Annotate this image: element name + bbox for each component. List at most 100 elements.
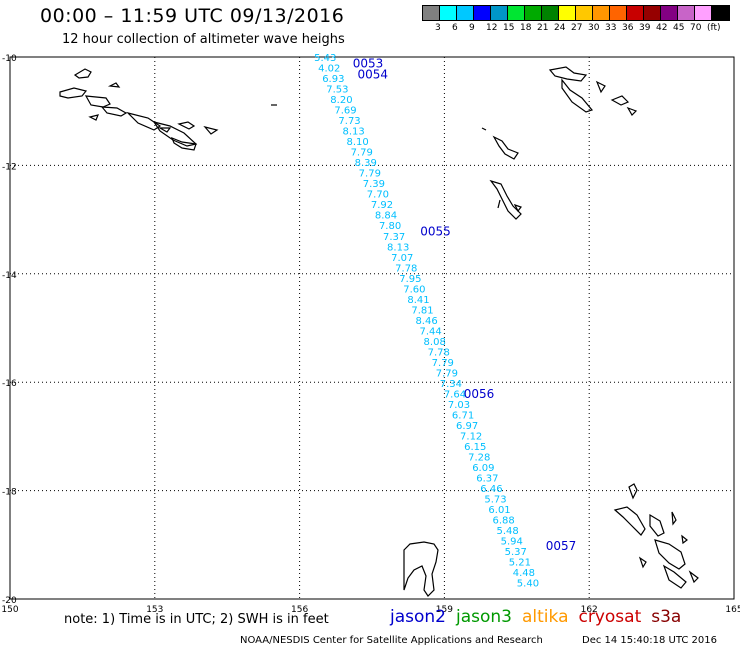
axis-labels: 150 153 156 159 162 165 -10 -12 -14 -16 -18 -20 — [1, 54, 740, 615]
legend-color-box — [610, 6, 627, 20]
swh-value: 5.94 — [501, 537, 523, 548]
swh-value: 6.71 — [452, 411, 474, 422]
swh-value: 5.40 — [517, 579, 539, 590]
lon-tick-label: 150 — [1, 605, 18, 615]
legend-color-box — [661, 6, 678, 20]
swh-value: 4.48 — [513, 568, 535, 579]
satellite-name: altika — [522, 607, 569, 627]
timestamp-text: Dec 14 15:40:18 UTC 2016 — [582, 635, 717, 646]
pass-time-label: 0054 — [358, 67, 389, 81]
swh-value: 7.78 — [428, 347, 450, 358]
swh-value: 6.93 — [322, 74, 344, 85]
swh-value: 8.41 — [407, 295, 429, 306]
swh-value: 7.69 — [334, 106, 356, 117]
legend-color-box — [712, 6, 729, 20]
legend-color-box — [457, 6, 474, 20]
swh-value: 5.48 — [497, 526, 519, 537]
swh-value: 6.46 — [480, 484, 502, 495]
pass-time-label: 0055 — [420, 224, 451, 238]
swh-value: 5.21 — [509, 558, 531, 569]
legend-tick-label: 36 — [622, 23, 634, 33]
lat-tick-label: -14 — [2, 271, 17, 281]
legend-tick-label: 15 — [503, 23, 515, 33]
legend-tick-labels: 3 6 9 12 15 18 21 24 27 30 33 36 39 42 45 70 (ft) — [422, 21, 728, 35]
legend-color-box — [593, 6, 610, 20]
lat-tick-label: -16 — [2, 379, 17, 389]
swh-value: 8.84 — [375, 211, 397, 222]
swh-value: 8.46 — [415, 316, 437, 327]
swh-value: 6.37 — [476, 474, 498, 485]
legend-color-boxes — [422, 5, 730, 21]
legend-color-box — [474, 6, 491, 20]
units-note: note: 1) Time is in UTC; 2) SWH is in fe… — [64, 612, 329, 627]
legend-color-box — [576, 6, 593, 20]
legend-tick-label: 18 — [520, 23, 532, 33]
legend-tick-label: 27 — [571, 23, 583, 33]
legend-color-box — [491, 6, 508, 20]
swh-value: 7.12 — [460, 432, 482, 443]
swh-value: 7.64 — [444, 389, 466, 400]
swh-value: 7.73 — [338, 116, 360, 127]
pass-time-label: 0057 — [546, 539, 577, 553]
credit-text: NOAA/NESDIS Center for Satellite Applica… — [240, 635, 543, 646]
legend-color-box — [627, 6, 644, 20]
legend-color-box — [678, 6, 695, 20]
swh-value: 5.43 — [314, 53, 336, 64]
swh-value: 6.15 — [464, 442, 486, 453]
swh-value: 7.79 — [432, 358, 454, 369]
satellite-name: cryosat — [578, 607, 642, 627]
legend-color-box — [559, 6, 576, 20]
lon-tick-label: 165 — [725, 605, 740, 615]
legend-color-box — [508, 6, 525, 20]
legend-color-box — [525, 6, 542, 20]
swh-value: 7.81 — [411, 305, 433, 316]
swh-value: 6.88 — [492, 516, 514, 527]
swh-value: 7.70 — [367, 190, 389, 201]
lon-tick-label: 153 — [146, 605, 163, 615]
swh-value: 7.44 — [419, 326, 441, 337]
legend-color-box — [423, 6, 440, 20]
swh-value: 7.79 — [436, 368, 458, 379]
altimeter-track: 5.434.026.937.538.207.697.738.138.107.79… — [314, 53, 539, 590]
map-subtitle: 12 hour collection of altimeter wave hei… — [62, 32, 345, 47]
coastline — [59, 66, 699, 597]
swh-value: 7.34 — [440, 379, 462, 390]
lat-tick-label: -20 — [2, 596, 17, 606]
pass-time-label: 0056 — [464, 387, 495, 401]
lat-tick-label: -12 — [2, 162, 17, 172]
legend-tick-label: 42 — [656, 23, 668, 33]
swh-value: 7.37 — [383, 232, 405, 243]
swh-value: 7.78 — [395, 263, 417, 274]
legend-color-box — [644, 6, 661, 20]
legend-tick-label: (ft) — [707, 23, 721, 33]
swh-value: 7.53 — [326, 85, 348, 96]
swh-value: 8.20 — [330, 95, 352, 106]
swh-value: 7.39 — [363, 179, 385, 190]
swh-value: 8.10 — [347, 137, 369, 148]
legend-color-box — [695, 6, 712, 20]
legend-color-box — [440, 6, 457, 20]
color-legend: 3 6 9 12 15 18 21 24 27 30 33 36 39 42 45 70 (ft) — [422, 5, 730, 35]
satellite-legend: jason2 jason3 altika cryosat s3a — [390, 607, 691, 627]
swh-value: 7.03 — [448, 400, 470, 411]
swh-value: 7.95 — [399, 274, 421, 285]
legend-tick-label: 45 — [673, 23, 685, 33]
swh-value: 7.60 — [403, 284, 425, 295]
swh-value: 7.92 — [371, 200, 393, 211]
swh-value: 8.13 — [387, 242, 409, 253]
swh-value: 7.79 — [351, 148, 373, 159]
legend-tick-label: 33 — [605, 23, 617, 33]
swh-value: 7.79 — [359, 169, 381, 180]
legend-tick-label: 9 — [469, 23, 475, 33]
swh-value: 5.37 — [505, 547, 527, 558]
swh-value: 6.01 — [488, 505, 510, 516]
legend-tick-label: 30 — [588, 23, 600, 33]
swh-value: 7.28 — [468, 453, 490, 464]
pass-time-label: 0053 — [353, 56, 384, 70]
lat-tick-label: -18 — [2, 488, 17, 498]
swh-value: 6.09 — [472, 463, 494, 474]
legend-tick-label: 39 — [639, 23, 651, 33]
legend-color-box — [542, 6, 559, 20]
